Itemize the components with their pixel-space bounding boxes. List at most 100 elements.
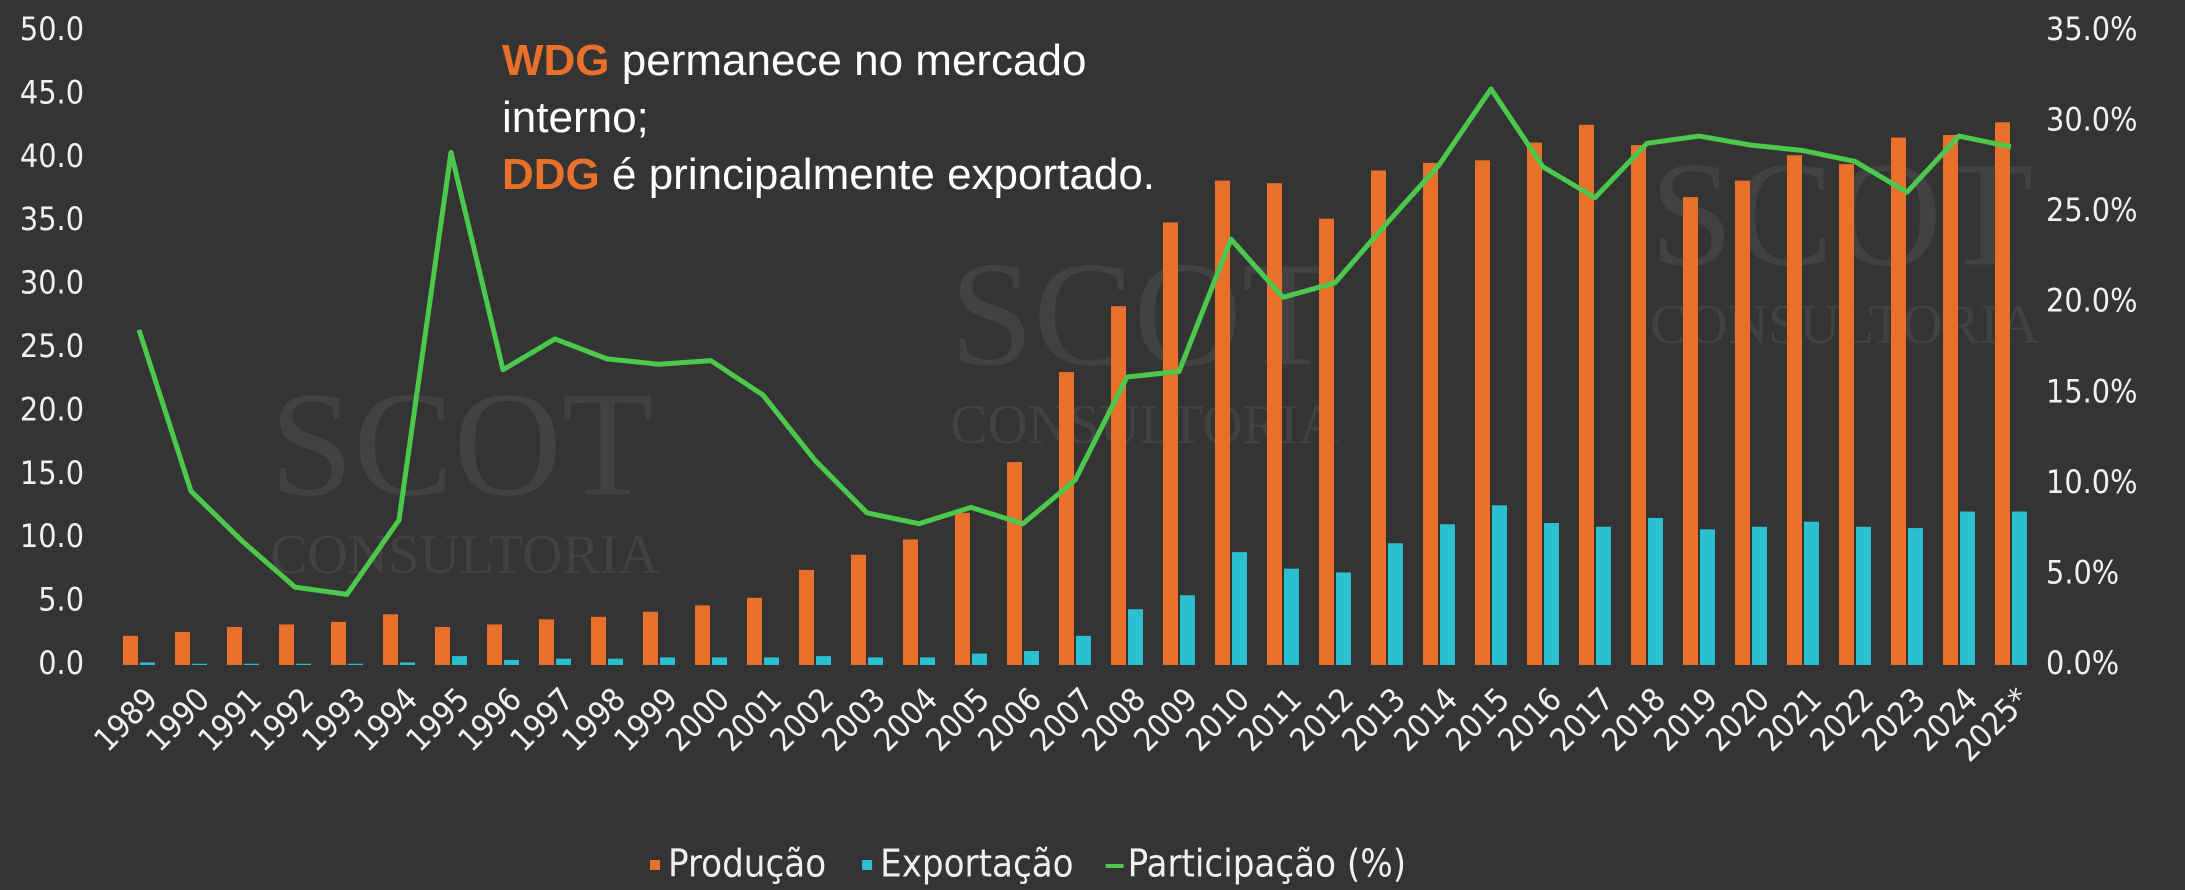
bar <box>1527 143 1542 665</box>
bar <box>452 656 467 665</box>
legend-label: Exportação <box>880 842 1074 886</box>
bar <box>1371 170 1386 665</box>
bar <box>1995 122 2010 665</box>
bar <box>1492 505 1507 665</box>
highlight: DDG <box>502 150 600 199</box>
bar <box>504 660 519 665</box>
bar <box>539 619 554 665</box>
bar <box>556 659 571 665</box>
y-tick-label: 25.0 <box>20 327 84 365</box>
bar <box>1180 595 1195 665</box>
y2-tick-label: 10.0% <box>2046 463 2137 501</box>
bar <box>383 614 398 665</box>
y-tick-label: 5.0 <box>38 581 84 619</box>
bar <box>2012 512 2027 665</box>
bar <box>1960 512 1975 665</box>
bar <box>660 657 675 665</box>
bar <box>244 664 259 665</box>
bar <box>296 664 311 665</box>
legend-marker <box>650 860 660 870</box>
y-tick-label: 35.0 <box>20 200 84 238</box>
bar <box>1267 183 1282 665</box>
watermark: CONSULTORIA <box>270 524 660 586</box>
bar <box>1163 222 1178 665</box>
bar <box>799 570 814 665</box>
watermark: SCOT <box>270 361 653 527</box>
bar <box>1579 125 1594 665</box>
bar <box>695 605 710 665</box>
bar <box>972 654 987 665</box>
bar <box>1024 651 1039 665</box>
bar <box>1544 523 1559 665</box>
bar <box>435 627 450 665</box>
bar <box>400 662 415 665</box>
y-tick-label: 30.0 <box>20 264 84 302</box>
bar <box>1943 135 1958 665</box>
bar <box>227 627 242 665</box>
bar <box>1111 306 1126 665</box>
bar <box>1648 518 1663 665</box>
bar <box>348 664 363 665</box>
highlight: WDG <box>502 36 610 85</box>
bar <box>712 657 727 665</box>
bar <box>1856 527 1871 665</box>
bar <box>920 657 935 665</box>
annotation-text: é principalmente exportado. <box>612 150 1155 199</box>
bar <box>175 632 190 665</box>
page: SCOTCONSULTORIASCOTCONSULTORIASCOTCONSUL… <box>0 0 2185 890</box>
bar <box>331 622 346 665</box>
bar <box>1908 528 1923 665</box>
y-tick-label: 50.0 <box>20 10 84 48</box>
legend: Produção Exportação Participação (%) <box>650 842 1406 886</box>
y-tick-label: 15.0 <box>20 454 84 492</box>
bar <box>1440 524 1455 665</box>
y-tick-label: 45.0 <box>20 73 84 111</box>
bar <box>1596 527 1611 665</box>
bar <box>1232 552 1247 665</box>
y-tick-label: 20.0 <box>20 390 84 428</box>
y2-tick-label: 25.0% <box>2046 191 2137 229</box>
legend-marker <box>1106 864 1124 868</box>
bar <box>816 656 831 665</box>
bar <box>1700 529 1715 665</box>
bar <box>1735 181 1750 665</box>
y-tick-label: 10.0 <box>20 517 84 555</box>
bar <box>1076 636 1091 665</box>
bar <box>1388 543 1403 665</box>
y2-tick-label: 30.0% <box>2046 101 2137 139</box>
y2-tick-label: 35.0% <box>2046 10 2137 48</box>
annotation: WDG permanece no mercado interno;DDG é p… <box>502 32 1202 203</box>
bar <box>1128 609 1143 665</box>
bar <box>1752 527 1767 665</box>
bar <box>1475 160 1490 665</box>
bar <box>1631 145 1646 665</box>
bar <box>1007 462 1022 665</box>
bar <box>643 612 658 665</box>
bar <box>487 624 502 665</box>
annotation-line: WDG permanece no mercado interno; <box>502 32 1202 146</box>
bar <box>1683 197 1698 665</box>
y-tick-label: 40.0 <box>20 137 84 175</box>
bar <box>1891 138 1906 665</box>
bar <box>868 657 883 665</box>
y2-tick-label: 0.0% <box>2046 644 2119 682</box>
bar <box>1284 569 1299 665</box>
y2-tick-label: 20.0% <box>2046 282 2137 320</box>
bar <box>747 598 762 665</box>
bar <box>192 664 207 665</box>
bar <box>279 624 294 665</box>
legend-label: Produção <box>668 842 826 886</box>
y2-tick-label: 15.0% <box>2046 372 2137 410</box>
bar <box>591 617 606 665</box>
y-tick-label: 0.0 <box>38 644 84 682</box>
bar <box>903 539 918 665</box>
bar <box>123 636 138 665</box>
bar <box>764 657 779 665</box>
bar <box>1839 164 1854 665</box>
legend-marker <box>862 860 872 870</box>
bar <box>140 662 155 665</box>
bar <box>1336 572 1351 665</box>
bar <box>1423 163 1438 665</box>
legend-label: Participação (%) <box>1128 842 1406 886</box>
bar <box>1804 522 1819 665</box>
